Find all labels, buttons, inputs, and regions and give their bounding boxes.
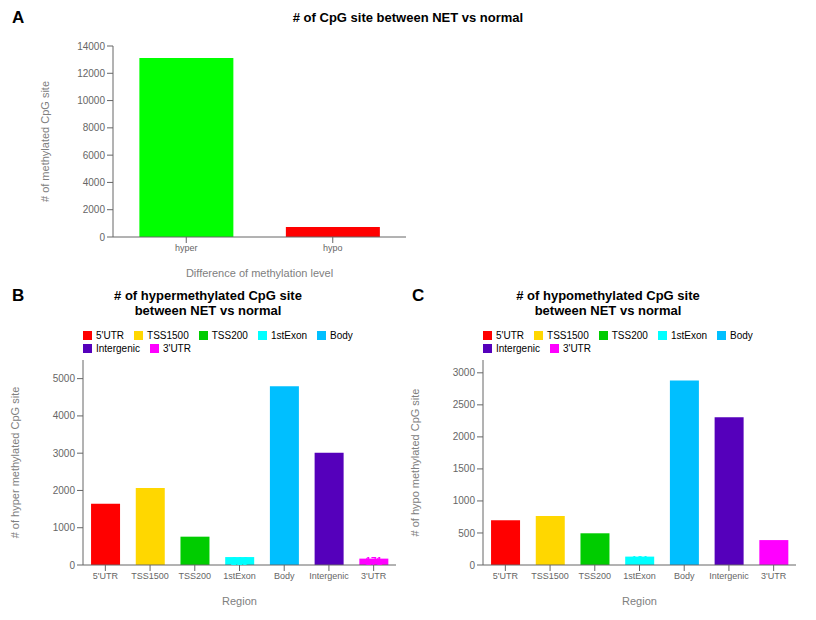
svg-text:389: 389 — [765, 547, 782, 558]
svg-text:2069: 2069 — [139, 521, 162, 532]
svg-text:hypo: hypo — [323, 243, 343, 253]
svg-text:4799: 4799 — [273, 470, 296, 481]
svg-text:3'UTR: 3'UTR — [761, 571, 787, 581]
svg-text:500: 500 — [458, 528, 475, 539]
html-text:5'UTR: 5'UTR — [496, 330, 524, 341]
svg-text:hyper: hyper — [175, 243, 198, 253]
svg-text:13128: 13128 — [172, 142, 200, 153]
svg-text:1000: 1000 — [453, 495, 476, 506]
svg-text:Body: Body — [274, 571, 295, 581]
html-text:# of CpG site between NET vs n: # of CpG site between NET vs normal — [292, 10, 524, 25]
svg-text:5000: 5000 — [53, 373, 76, 384]
svg-text:131: 131 — [631, 555, 648, 566]
html-text:5'UTR: 5'UTR — [96, 330, 124, 341]
html-text:Body: Body — [730, 330, 753, 341]
svg-text:0: 0 — [69, 560, 75, 571]
html-text:# of hypomethylated CpG site b: # of hypomethylated CpG site between NET… — [516, 288, 700, 318]
svg-text:495: 495 — [587, 544, 604, 555]
svg-text:760: 760 — [187, 545, 204, 556]
svg-text:1stExon: 1stExon — [223, 571, 256, 581]
svg-text:3000: 3000 — [453, 367, 476, 378]
svg-text:Intergenic: Intergenic — [309, 571, 349, 581]
svg-text:Difference of methylation leve: Difference of methylation level — [186, 267, 333, 279]
svg-text:TSS1500: TSS1500 — [531, 571, 569, 581]
html-text:1stExon: 1stExon — [670, 330, 707, 341]
svg-text:763: 763 — [542, 535, 559, 546]
svg-text:2879: 2879 — [673, 467, 696, 478]
svg-text:# of hyper methylated CpG site: # of hyper methylated CpG site — [9, 387, 21, 539]
html-text:A: A — [12, 8, 25, 27]
html-text:C: C — [412, 286, 425, 305]
svg-text:3014: 3014 — [318, 503, 341, 514]
svg-text:4000: 4000 — [83, 177, 106, 188]
svg-text:1500: 1500 — [453, 463, 476, 474]
html-text:TSS200: TSS200 — [611, 330, 648, 341]
svg-text:171: 171 — [365, 556, 382, 567]
svg-text:700: 700 — [497, 537, 514, 548]
svg-text:4000: 4000 — [53, 410, 76, 421]
svg-text:Body: Body — [674, 571, 695, 581]
svg-text:2307: 2307 — [718, 486, 741, 497]
html-text:3'UTR: 3'UTR — [162, 343, 191, 354]
svg-text:1643: 1643 — [94, 529, 117, 540]
svg-text:14000: 14000 — [77, 41, 105, 52]
html-text:3'UTR: 3'UTR — [562, 343, 591, 354]
svg-text:2000: 2000 — [53, 485, 76, 496]
svg-text:0: 0 — [99, 232, 105, 243]
svg-text:3'UTR: 3'UTR — [361, 571, 387, 581]
html-text:TSS200: TSS200 — [211, 330, 248, 341]
svg-text:# of methylated CpG site: # of methylated CpG site — [39, 81, 51, 202]
html-text:TSS1500: TSS1500 — [547, 330, 589, 341]
svg-text:739: 739 — [325, 227, 342, 238]
svg-text:5'UTR: 5'UTR — [93, 571, 119, 581]
html-text:Intergenic: Intergenic — [96, 343, 140, 354]
svg-text:1000: 1000 — [53, 522, 76, 533]
svg-text:3000: 3000 — [53, 448, 76, 459]
svg-text:2500: 2500 — [453, 399, 476, 410]
html-text:1stExon: 1stExon — [270, 330, 307, 341]
svg-text:TSS200: TSS200 — [579, 571, 612, 581]
svg-text:0: 0 — [469, 560, 475, 571]
svg-text:10000: 10000 — [77, 95, 105, 106]
html-text:Body: Body — [330, 330, 353, 341]
svg-text:213: 213 — [231, 556, 248, 567]
svg-text:2000: 2000 — [453, 431, 476, 442]
html-text:Intergenic: Intergenic — [496, 343, 540, 354]
svg-text:Region: Region — [622, 595, 657, 607]
svg-text:TSS200: TSS200 — [179, 571, 212, 581]
svg-text:Region: Region — [222, 595, 257, 607]
svg-text:12000: 12000 — [77, 68, 105, 79]
svg-text:8000: 8000 — [83, 122, 106, 133]
svg-text:6000: 6000 — [83, 150, 106, 161]
html-text:TSS1500: TSS1500 — [147, 330, 189, 341]
svg-text:Intergenic: Intergenic — [709, 571, 749, 581]
svg-text:TSS1500: TSS1500 — [131, 571, 169, 581]
svg-text:5'UTR: 5'UTR — [493, 571, 519, 581]
svg-text:1stExon: 1stExon — [623, 571, 656, 581]
html-text:B: B — [12, 286, 25, 305]
svg-text:# of hypo methylated CpG site: # of hypo methylated CpG site — [409, 389, 421, 537]
html-text:# of hypermethylated CpG site: # of hypermethylated CpG site between NE… — [114, 288, 302, 318]
svg-text:2000: 2000 — [83, 204, 106, 215]
